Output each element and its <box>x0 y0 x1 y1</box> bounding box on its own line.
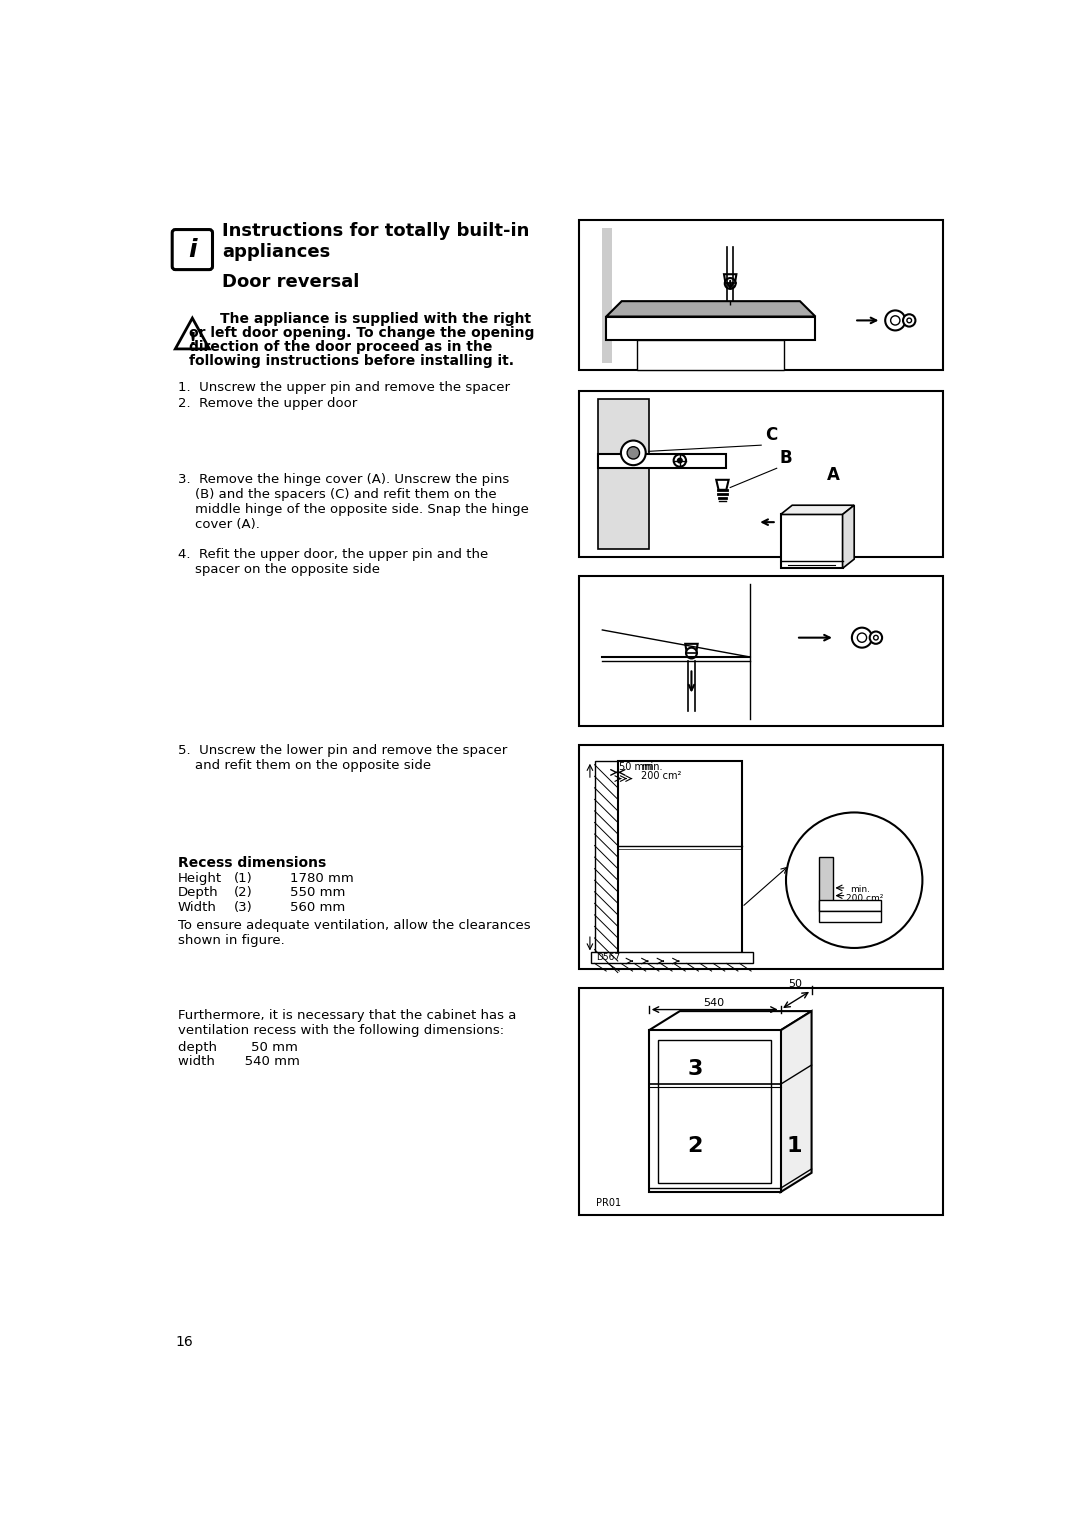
Text: 50: 50 <box>788 979 802 989</box>
Bar <box>579 220 943 370</box>
Bar <box>595 761 618 953</box>
Text: 2: 2 <box>688 1135 703 1155</box>
Circle shape <box>725 278 735 289</box>
Circle shape <box>686 648 697 659</box>
Bar <box>603 228 611 362</box>
Bar <box>618 761 742 953</box>
Text: 5.  Unscrew the lower pin and remove the spacer
    and refit them on the opposi: 5. Unscrew the lower pin and remove the … <box>177 744 507 772</box>
Text: 200 cm²: 200 cm² <box>847 894 883 903</box>
Text: 50 mm: 50 mm <box>619 762 653 772</box>
Polygon shape <box>606 301 815 316</box>
Text: 200 cm²: 200 cm² <box>642 772 681 781</box>
Text: depth        50 mm: depth 50 mm <box>177 1041 297 1054</box>
Text: 4.  Refit the upper door, the upper pin and the
    spacer on the opposite side: 4. Refit the upper door, the upper pin a… <box>177 547 488 576</box>
Text: 1.  Unscrew the upper pin and remove the spacer: 1. Unscrew the upper pin and remove the … <box>177 382 510 394</box>
Circle shape <box>677 458 683 463</box>
Polygon shape <box>781 1012 811 1192</box>
Bar <box>820 857 834 911</box>
Circle shape <box>874 636 878 640</box>
Circle shape <box>903 315 916 327</box>
Text: Depth: Depth <box>177 886 218 900</box>
Bar <box>820 911 881 921</box>
Polygon shape <box>649 1012 811 1030</box>
Text: Instructions for totally built-in: Instructions for totally built-in <box>221 222 529 240</box>
Bar <box>781 515 842 568</box>
Circle shape <box>852 628 872 648</box>
Text: (2): (2) <box>234 886 253 900</box>
Bar <box>591 952 754 963</box>
Text: Height: Height <box>177 872 221 885</box>
Circle shape <box>627 446 639 458</box>
Text: min.: min. <box>850 885 870 894</box>
Text: (3): (3) <box>234 902 253 914</box>
Bar <box>658 1039 771 1183</box>
Text: 16: 16 <box>175 1334 193 1349</box>
Polygon shape <box>175 318 210 348</box>
Text: min.: min. <box>642 762 662 772</box>
Polygon shape <box>716 480 729 490</box>
Text: A: A <box>827 466 840 484</box>
Bar <box>649 1030 781 1192</box>
Bar <box>598 454 727 468</box>
Circle shape <box>891 316 900 325</box>
Text: B: B <box>779 449 792 468</box>
Text: !: ! <box>188 330 197 348</box>
Bar <box>579 989 943 1215</box>
Text: (1): (1) <box>234 872 253 885</box>
Text: Width: Width <box>177 902 216 914</box>
Text: D567: D567 <box>596 952 620 961</box>
Polygon shape <box>685 643 698 652</box>
Text: 1: 1 <box>786 1135 802 1155</box>
Text: Door reversal: Door reversal <box>221 274 360 292</box>
Text: direction of the door proceed as in the: direction of the door proceed as in the <box>189 339 492 353</box>
Text: i: i <box>188 237 197 261</box>
Text: PR01: PR01 <box>596 1198 621 1209</box>
Circle shape <box>621 440 646 465</box>
Polygon shape <box>781 506 854 515</box>
Circle shape <box>858 633 866 642</box>
Text: C: C <box>765 426 778 443</box>
Polygon shape <box>637 339 784 370</box>
Circle shape <box>886 310 905 330</box>
Text: following instructions before installing it.: following instructions before installing… <box>189 353 514 368</box>
Text: To ensure adequate ventilation, allow the clearances
shown in figure.: To ensure adequate ventilation, allow th… <box>177 918 530 947</box>
Polygon shape <box>842 506 854 568</box>
Bar <box>579 576 943 726</box>
Polygon shape <box>606 316 815 339</box>
Text: or left door opening. To change the opening: or left door opening. To change the open… <box>189 325 535 339</box>
Text: 3.  Remove the hinge cover (A). Unscrew the pins
    (B) and the spacers (C) and: 3. Remove the hinge cover (A). Unscrew t… <box>177 472 528 530</box>
Text: 3: 3 <box>688 1059 703 1079</box>
Circle shape <box>786 813 922 947</box>
Text: 1780 mm: 1780 mm <box>291 872 354 885</box>
Text: Furthermore, it is necessary that the cabinet has a
ventilation recess with the : Furthermore, it is necessary that the ca… <box>177 1008 516 1038</box>
Bar <box>579 746 943 969</box>
Text: appliances: appliances <box>221 243 330 261</box>
Text: The appliance is supplied with the right: The appliance is supplied with the right <box>220 312 531 325</box>
Bar <box>820 900 881 911</box>
Text: 540: 540 <box>703 998 725 1008</box>
Text: 560 mm: 560 mm <box>291 902 346 914</box>
Text: width       540 mm: width 540 mm <box>177 1054 299 1068</box>
Circle shape <box>907 318 912 322</box>
Text: 2.  Remove the upper door: 2. Remove the upper door <box>177 397 356 411</box>
Bar <box>579 391 943 556</box>
Circle shape <box>674 454 686 466</box>
FancyBboxPatch shape <box>172 229 213 269</box>
Polygon shape <box>724 274 737 284</box>
Text: Recess dimensions: Recess dimensions <box>177 856 326 871</box>
Bar <box>598 399 649 549</box>
Circle shape <box>869 631 882 643</box>
Text: 550 mm: 550 mm <box>291 886 346 900</box>
